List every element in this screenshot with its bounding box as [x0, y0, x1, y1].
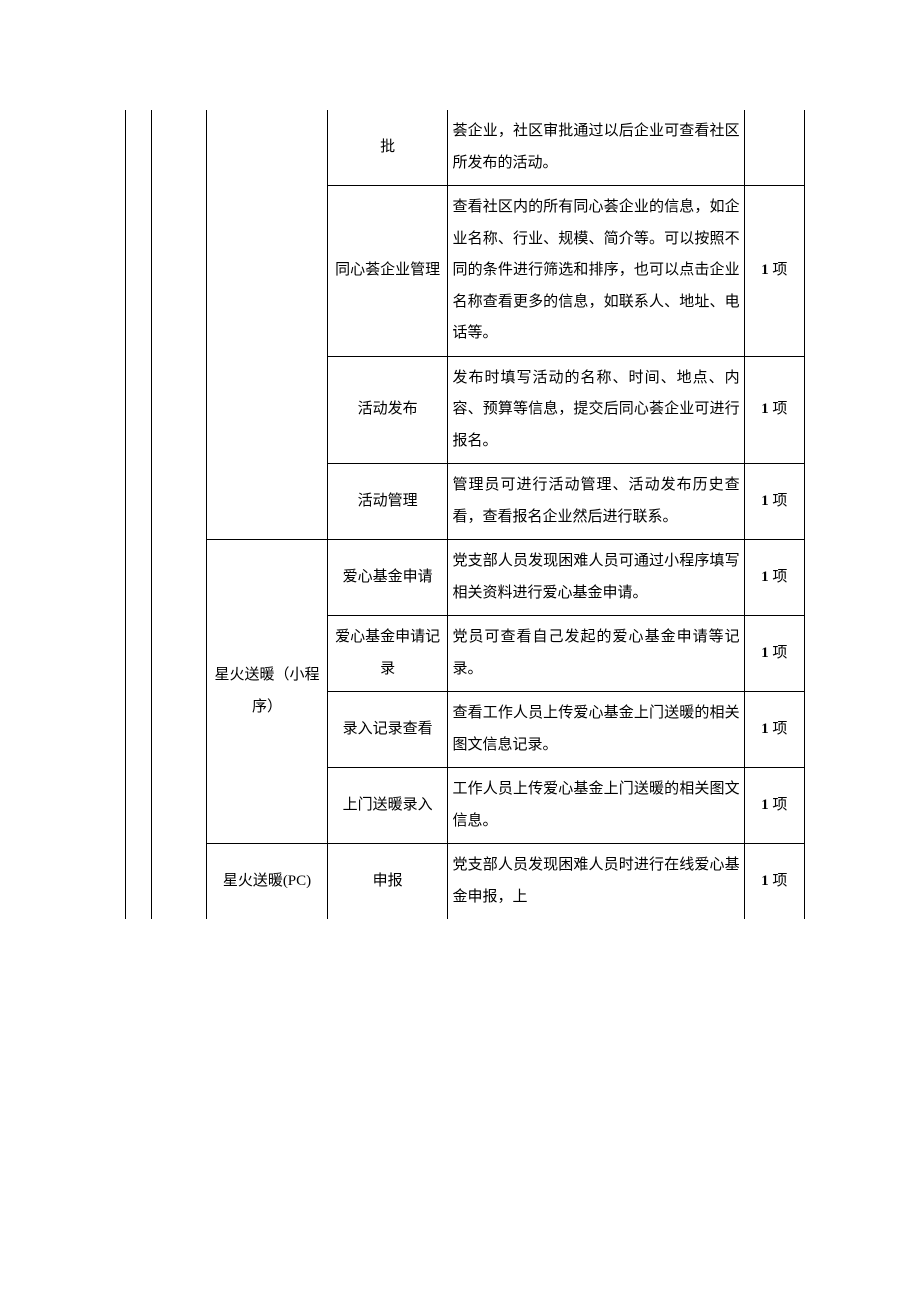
- cell-desc: 发布时填写活动的名称、时间、地点、内容、预算等信息，提交后同心荟企业可进行报名。: [448, 356, 744, 464]
- count-unit: 项: [769, 645, 788, 661]
- cell-count: 1 项: [744, 768, 804, 844]
- cell-module: 星火送暖(PC): [207, 844, 328, 920]
- cell-count: [744, 110, 804, 186]
- cell-feature: 申报: [327, 844, 448, 920]
- cell-col0: [126, 110, 152, 919]
- cell-feature: 录入记录查看: [327, 692, 448, 768]
- count-number: 1: [761, 797, 769, 813]
- count-number: 1: [761, 873, 769, 889]
- count-unit: 项: [769, 401, 788, 417]
- cell-desc: 党支部人员发现困难人员时进行在线爱心基金申报，上: [448, 844, 744, 920]
- cell-count: 1 项: [744, 464, 804, 540]
- cell-feature: 爱心基金申请记录: [327, 616, 448, 692]
- table-row: 星火送暖(PC) 申报 党支部人员发现困难人员时进行在线爱心基金申报，上 1 项: [126, 844, 805, 920]
- cell-feature: 上门送暖录入: [327, 768, 448, 844]
- spec-table: 批 荟企业，社区审批通过以后企业可查看社区所发布的活动。 同心荟企业管理 查看社…: [125, 110, 805, 919]
- cell-desc: 查看社区内的所有同心荟企业的信息，如企业名称、行业、规模、简介等。可以按照不同的…: [448, 186, 744, 357]
- count-number: 1: [761, 645, 769, 661]
- count-number: 1: [761, 262, 769, 278]
- count-unit: 项: [769, 873, 788, 889]
- count-unit: 项: [769, 262, 788, 278]
- cell-module: 星火送暖（小程序）: [207, 540, 328, 844]
- count-unit: 项: [769, 721, 788, 737]
- cell-desc: 党员可查看自己发起的爱心基金申请等记录。: [448, 616, 744, 692]
- table-row: 星火送暖（小程序） 爱心基金申请 党支部人员发现困难人员可通过小程序填写相关资料…: [126, 540, 805, 616]
- cell-desc: 荟企业，社区审批通过以后企业可查看社区所发布的活动。: [448, 110, 744, 186]
- cell-feature: 爱心基金申请: [327, 540, 448, 616]
- cell-desc: 党支部人员发现困难人员可通过小程序填写相关资料进行爱心基金申请。: [448, 540, 744, 616]
- cell-count: 1 项: [744, 186, 804, 357]
- count-unit: 项: [769, 569, 788, 585]
- cell-desc: 管理员可进行活动管理、活动发布历史查看，查看报名企业然后进行联系。: [448, 464, 744, 540]
- count-number: 1: [761, 721, 769, 737]
- cell-col1: [152, 110, 207, 919]
- cell-count: 1 项: [744, 692, 804, 768]
- cell-count: 1 项: [744, 356, 804, 464]
- count-unit: 项: [769, 493, 788, 509]
- count-number: 1: [761, 401, 769, 417]
- cell-feature: 批: [327, 110, 448, 186]
- cell-feature: 同心荟企业管理: [327, 186, 448, 357]
- cell-col2: [207, 110, 328, 540]
- count-number: 1: [761, 493, 769, 509]
- cell-count: 1 项: [744, 616, 804, 692]
- table-row: 批 荟企业，社区审批通过以后企业可查看社区所发布的活动。: [126, 110, 805, 186]
- cell-feature: 活动管理: [327, 464, 448, 540]
- document-page: 批 荟企业，社区审批通过以后企业可查看社区所发布的活动。 同心荟企业管理 查看社…: [0, 0, 920, 1301]
- count-unit: 项: [769, 797, 788, 813]
- cell-count: 1 项: [744, 844, 804, 920]
- cell-feature: 活动发布: [327, 356, 448, 464]
- cell-desc: 查看工作人员上传爱心基金上门送暖的相关图文信息记录。: [448, 692, 744, 768]
- count-number: 1: [761, 569, 769, 585]
- cell-desc: 工作人员上传爱心基金上门送暖的相关图文信息。: [448, 768, 744, 844]
- cell-count: 1 项: [744, 540, 804, 616]
